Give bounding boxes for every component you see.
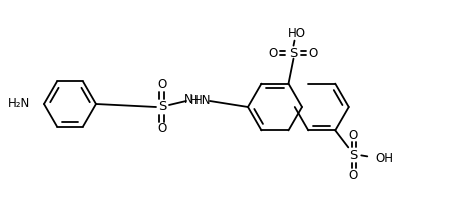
Text: O: O (348, 129, 357, 142)
Text: O: O (157, 123, 166, 135)
Text: H: H (189, 95, 198, 107)
Text: OH: OH (374, 152, 392, 165)
Text: S: S (349, 149, 357, 162)
Text: HN: HN (193, 95, 211, 107)
Text: O: O (157, 78, 166, 92)
Text: O: O (268, 47, 278, 60)
Text: S: S (288, 47, 297, 60)
Text: O: O (348, 169, 357, 182)
Text: H₂N: H₂N (8, 98, 30, 110)
Text: O: O (308, 47, 318, 60)
Text: N: N (183, 93, 192, 106)
Text: HO: HO (287, 27, 305, 40)
Text: S: S (157, 100, 166, 113)
